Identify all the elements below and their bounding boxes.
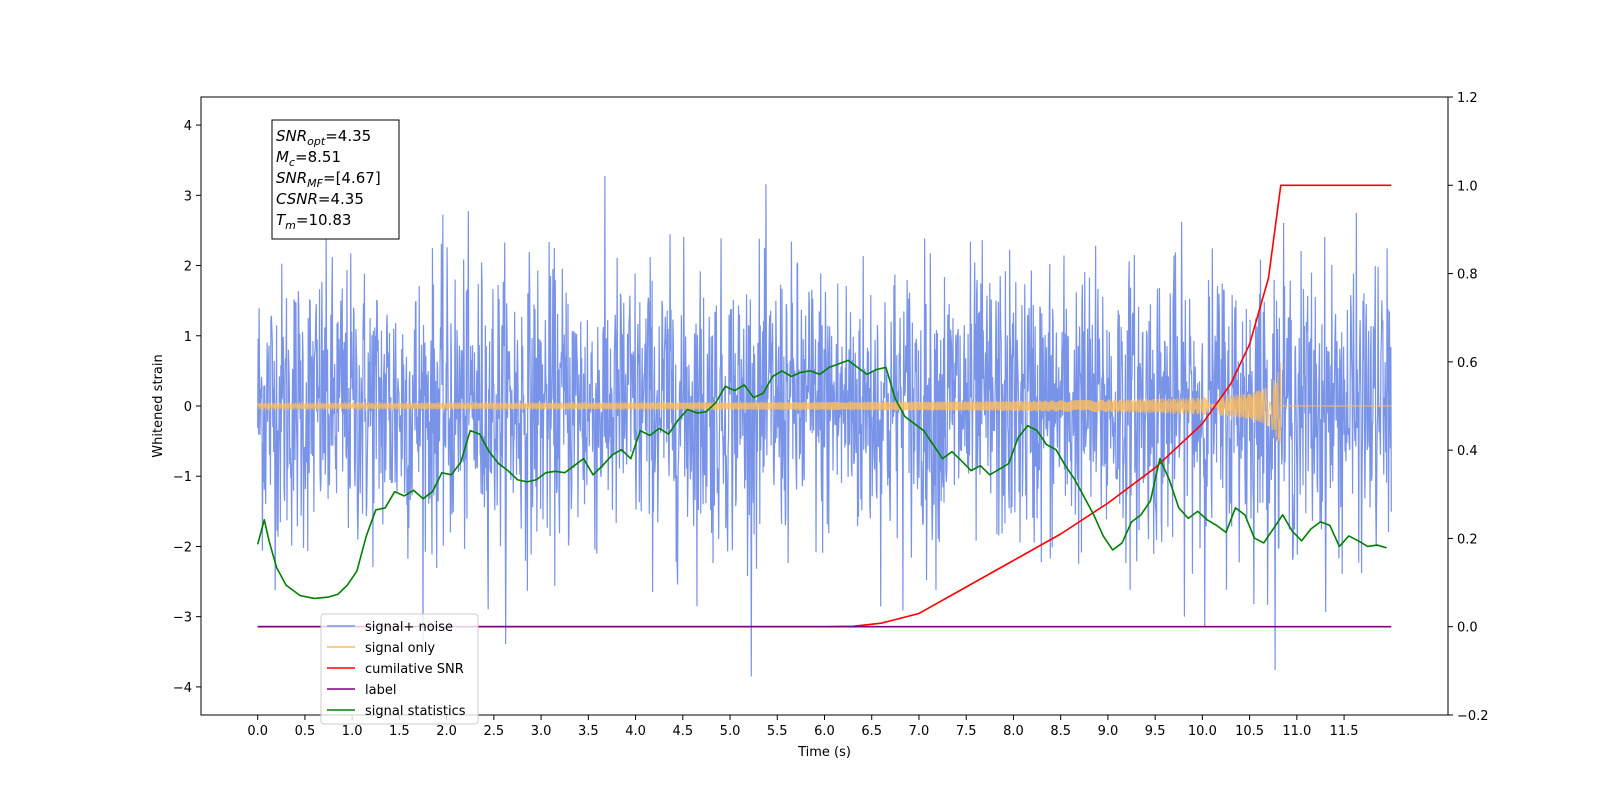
x-tick-label: 1.0 — [342, 724, 363, 739]
y2-tick-label: −0.2 — [1457, 709, 1489, 724]
legend-entry: signal only — [365, 641, 435, 656]
x-tick-label: 5.0 — [720, 724, 741, 739]
series-signal-only-line — [257, 362, 1392, 444]
y-tick-label: 2 — [184, 260, 192, 275]
y2-tick-label: 0.6 — [1457, 356, 1478, 371]
x-tick-label: 2.0 — [436, 724, 457, 739]
x-tick-label: 9.5 — [1145, 724, 1166, 739]
y-axis-label: Whitened strain — [151, 354, 166, 457]
x-tick-label: 8.0 — [1003, 724, 1024, 739]
x-tick-label: 0.5 — [295, 724, 316, 739]
x-tick-label: 8.5 — [1050, 724, 1071, 739]
y2-tick-label: 1.2 — [1457, 91, 1478, 106]
x-tick-label: 11.0 — [1282, 724, 1311, 739]
annotation-line: Tm=10.83 — [276, 211, 351, 232]
legend-entry: signal+ noise — [365, 620, 453, 635]
y-tick-label: 1 — [184, 330, 192, 345]
annotation-line: CSNR=4.35 — [276, 190, 364, 208]
series-signal-statistics-line — [256, 359, 1387, 600]
y2-tick-label: 0.4 — [1457, 444, 1478, 459]
x-tick-label: 6.0 — [814, 724, 835, 739]
x-tick-label: 2.5 — [484, 724, 505, 739]
x-axis-label: Time (s) — [797, 745, 851, 760]
x-tick-label: 4.0 — [625, 724, 646, 739]
annotation-line: SNRMF=[4.67] — [276, 169, 381, 190]
x-tick-label: 10.5 — [1235, 724, 1264, 739]
y2-tick-label: 0.0 — [1457, 621, 1478, 636]
x-tick-label: 9.0 — [1098, 724, 1119, 739]
legend-frame — [320, 613, 479, 725]
y-tick-label: −2 — [173, 540, 192, 555]
series-signal-noise-line — [257, 175, 1392, 677]
legend: signal+ noise signal only cumilative SNR la… — [320, 613, 479, 725]
y2-tick-label: 0.2 — [1457, 532, 1478, 547]
annotation-line: Mc=8.51 — [276, 148, 341, 169]
y-tick-label: −1 — [173, 470, 192, 485]
y-tick-label: −3 — [173, 611, 192, 626]
y-tick-label: 4 — [184, 119, 192, 134]
legend-entry: cumilative SNR — [365, 662, 464, 677]
y2-tick-label: 0.8 — [1457, 268, 1478, 283]
y-tick-label: 3 — [184, 189, 192, 204]
legend-entry: label — [365, 683, 396, 698]
x-tick-label: 7.0 — [909, 724, 930, 739]
y-tick-label: 0 — [184, 400, 192, 415]
y-tick-label: −4 — [173, 681, 192, 696]
series-cumilative-snr-line — [257, 184, 1392, 628]
x-tick-label: 4.5 — [672, 724, 693, 739]
x-tick-label: 6.5 — [861, 724, 882, 739]
annotation-line: SNRopt=4.35 — [276, 127, 371, 148]
x-tick-label: 11.5 — [1330, 724, 1359, 739]
y2-tick-label: 1.0 — [1457, 179, 1478, 194]
x-tick-label: 5.5 — [767, 724, 788, 739]
x-tick-label: 1.5 — [389, 724, 410, 739]
axes: 0.0 0.5 1.0 1.5 2.0 2.5 3.0 3.5 4.0 4.5 5.0 5.5 6.0 6… — [151, 91, 1489, 760]
x-tick-label: 0.0 — [247, 724, 268, 739]
x-tick-label: 3.5 — [578, 724, 599, 739]
legend-entry: signal statistics — [365, 704, 466, 719]
x-tick-label: 7.5 — [956, 724, 977, 739]
x-tick-label: 3.0 — [531, 724, 552, 739]
x-tick-label: 10.0 — [1188, 724, 1217, 739]
annotation-frame — [271, 119, 400, 240]
